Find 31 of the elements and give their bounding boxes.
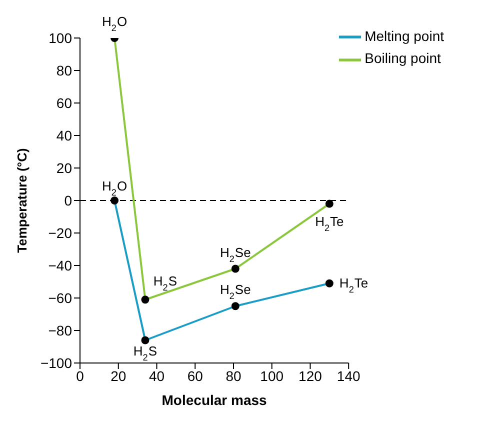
x-tick-label: 20 (110, 368, 126, 384)
annotation: H$_{2}$S (153, 274, 178, 293)
x-tick-label: 40 (148, 368, 165, 384)
annotation: H$_{2}$Se (220, 282, 251, 302)
x-tick-label: 80 (226, 368, 242, 384)
x-tick-label: 120 (298, 368, 322, 384)
y-tick-label: 40 (56, 127, 72, 144)
y-tick-label: −80 (48, 322, 72, 338)
annotation: H$_{2}$O (102, 178, 128, 198)
legend-label: Melting point (364, 28, 444, 44)
annotation: H$_{2}$Se (220, 244, 251, 264)
legend-label: Boiling point (364, 50, 441, 66)
y-tick-label: 60 (56, 94, 72, 111)
y-tick-label: −20 (48, 224, 72, 241)
y-tick-label: −100 (40, 354, 72, 371)
x-axis-title: Molecular mass (162, 392, 268, 408)
annotation: H$_{2}$Te (339, 275, 368, 294)
annotation: H$_{2}$O (102, 14, 128, 33)
x-tick-label: 140 (336, 368, 360, 384)
x-tick-label: 60 (187, 368, 204, 384)
y-axis-title: Temperature (°C) (14, 148, 30, 253)
y-tick-label: −40 (48, 257, 72, 274)
y-tick-label: 100 (48, 30, 72, 46)
y-tick-label: 80 (56, 62, 72, 78)
y-tick-label: −60 (48, 290, 72, 306)
x-tick-label: 100 (260, 368, 284, 384)
annotation: H$_{2}$Te (315, 214, 344, 233)
x-tick-label: 0 (76, 368, 84, 384)
annotation: H$_{2}$S (133, 343, 158, 362)
y-tick-label: 0 (64, 192, 72, 208)
y-tick-label: 20 (56, 160, 72, 176)
